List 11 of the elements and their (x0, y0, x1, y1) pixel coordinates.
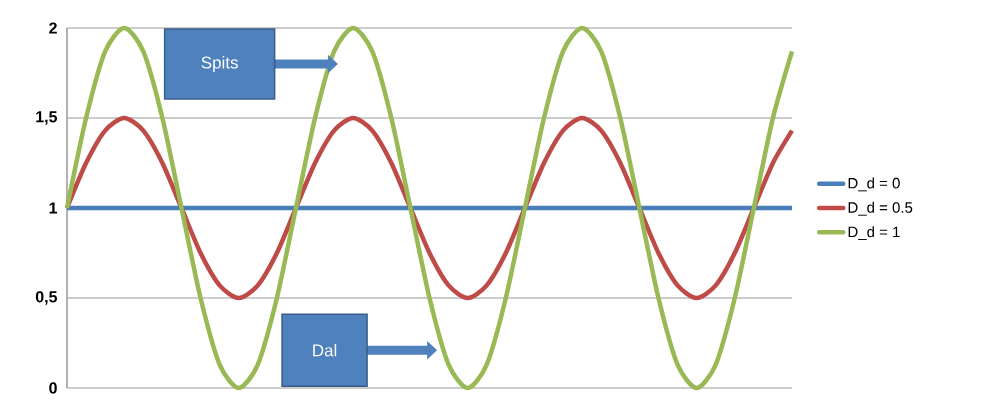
legend-label: D_d = 1 (848, 226, 900, 241)
y-tick-label: 1 (49, 202, 58, 214)
legend-label: D_d = 0 (848, 177, 900, 192)
y-tick-label: 0,5 (35, 291, 58, 305)
y-tick-label: 1,5 (36, 111, 58, 125)
y-tick-label: 0 (49, 382, 57, 394)
annotation: Dal (313, 343, 337, 357)
y-tick-label: 2 (49, 22, 57, 34)
legend-label: D_d = 0.5 (848, 201, 913, 216)
annotation: Spits (201, 56, 238, 72)
line-series (64, 25, 795, 391)
